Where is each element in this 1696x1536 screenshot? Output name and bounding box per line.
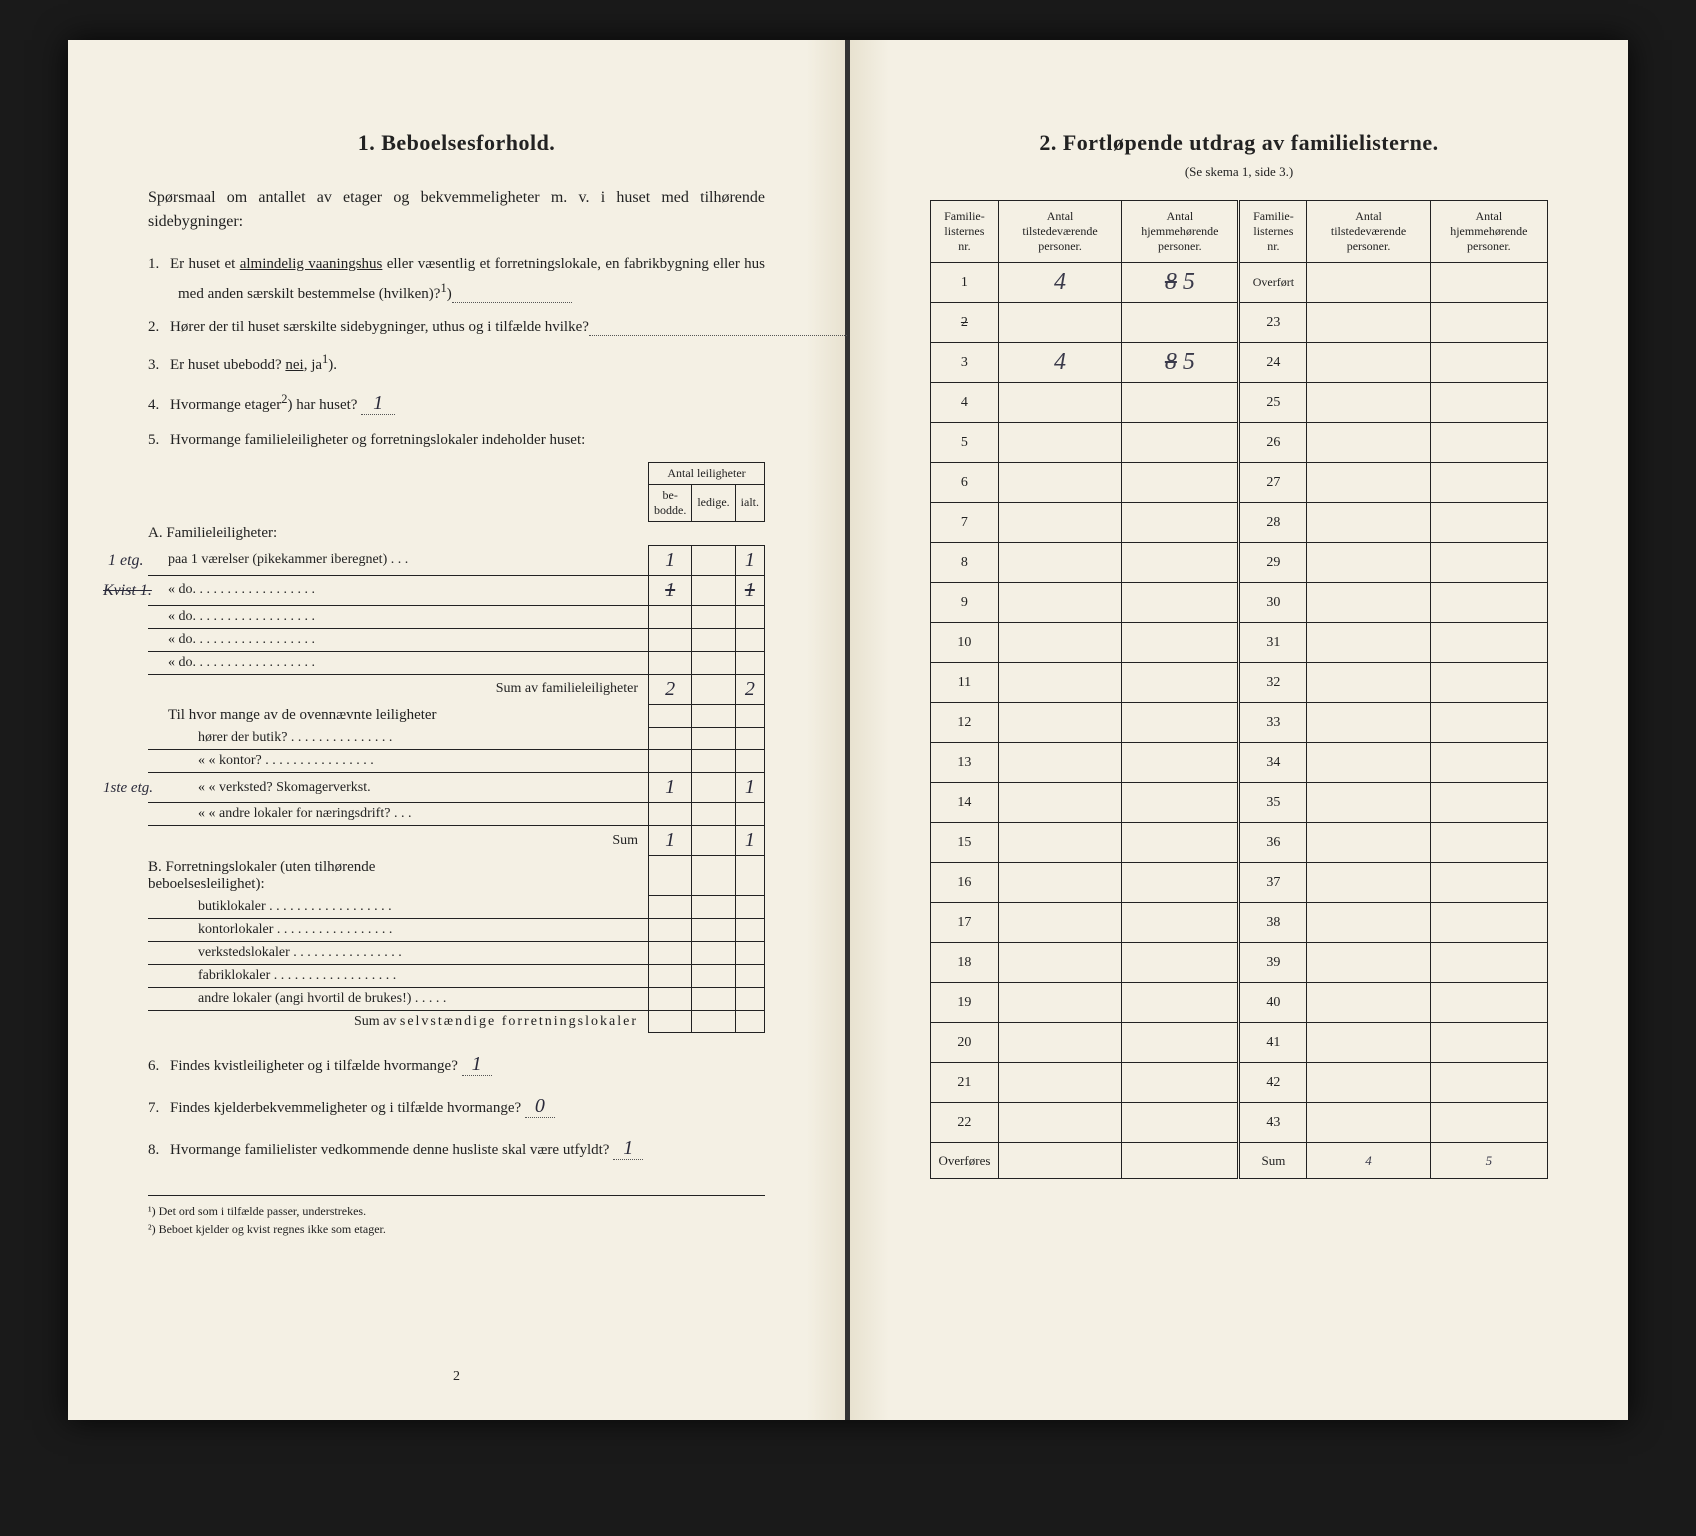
- table-row: 2243: [931, 1103, 1548, 1143]
- col-h4: Familie- listernes nr.: [1239, 201, 1307, 263]
- table-row: 1738: [931, 903, 1548, 943]
- col-h3: Antal hjemmehørende personer.: [1122, 201, 1239, 263]
- left-page: 1. Beboelsesforhold. Spørsmaal om antall…: [68, 40, 848, 1420]
- sum-b: Sum av selvstændige forretningslokaler: [148, 1010, 765, 1033]
- row-a1: 1 etg.paa 1 værelser (pikekammer iberegn…: [148, 545, 765, 575]
- row-e4: « « andre lokaler for næringsdrift? . . …: [148, 803, 765, 826]
- table-row: 627: [931, 463, 1548, 503]
- row-e3: 1ste etg.« « verksted? Skomagerverkst. 1…: [148, 773, 765, 803]
- row-a3: « do. . . . . . . . . . . . . . . . . .: [148, 605, 765, 628]
- sum-a: Sum av familieleiligheter 2 2: [148, 674, 765, 704]
- col-h1: Familie- listernes nr.: [931, 201, 999, 263]
- right-page: 2. Fortløpende utdrag av familielisterne…: [848, 40, 1628, 1420]
- table-row: 1132: [931, 663, 1548, 703]
- col-bebodde: be- bodde.: [649, 484, 692, 521]
- row-b5: andre lokaler (angi hvortil de brukes!) …: [148, 987, 765, 1010]
- question-2: 2.Hører der til huset særskilte sidebygn…: [148, 315, 765, 341]
- sum-home: 5: [1430, 1143, 1547, 1179]
- row-e2: « « kontor? . . . . . . . . . . . . . . …: [148, 750, 765, 773]
- row-b1: butiklokaler . . . . . . . . . . . . . .…: [148, 896, 765, 919]
- question-7: 7.Findes kjelderbekvemmeligheter og i ti…: [148, 1089, 765, 1123]
- footer-row: Overføres Sum 4 5: [931, 1143, 1548, 1179]
- row-a5: « do. . . . . . . . . . . . . . . . . .: [148, 651, 765, 674]
- sum-present: 4: [1307, 1143, 1430, 1179]
- dwelling-table: Antal leiligheter be- bodde. ledige. ial…: [148, 462, 765, 1034]
- section-1-heading: 1. Beboelsesforhold.: [148, 130, 765, 156]
- col-ialt: ialt.: [735, 484, 764, 521]
- table-row: 1233: [931, 703, 1548, 743]
- table-row: 2142: [931, 1063, 1548, 1103]
- q8-answer: 1: [613, 1137, 643, 1160]
- question-1: 1.Er huset et almindelig vaaningshus ell…: [148, 252, 765, 307]
- table-row: 1839: [931, 943, 1548, 983]
- col-ledige: ledige.: [692, 484, 735, 521]
- row-a2: Kvist 1.« do. . . . . . . . . . . . . . …: [148, 575, 765, 605]
- row-b4: fabriklokaler . . . . . . . . . . . . . …: [148, 964, 765, 987]
- sum-label: Sum: [1239, 1143, 1307, 1179]
- overfores-label: Overføres: [931, 1143, 999, 1179]
- question-6: 6.Findes kvistleiligheter og i tilfælde …: [148, 1047, 765, 1081]
- table-row: 728: [931, 503, 1548, 543]
- col-h2: Antal tilstedeværende personer.: [998, 201, 1121, 263]
- family-list-table: Familie- listernes nr. Antal tilstedevær…: [930, 200, 1548, 1179]
- col-header-group: Antal leiligheter: [649, 462, 765, 484]
- table-row: 223: [931, 303, 1548, 343]
- table-row: 1940: [931, 983, 1548, 1023]
- section-2-heading: 2. Fortløpende utdrag av familielisterne…: [930, 130, 1548, 156]
- question-8: 8.Hvormange familielister vedkommende de…: [148, 1131, 765, 1165]
- table-row: 1435: [931, 783, 1548, 823]
- page-number: 2: [453, 1369, 460, 1385]
- col-h5: Antal tilstedeværende personer.: [1307, 201, 1430, 263]
- table-row: 1637: [931, 863, 1548, 903]
- question-list: 1.Er huset et almindelig vaaningshus ell…: [148, 252, 765, 454]
- table-row: 348 524: [931, 343, 1548, 383]
- q4-answer: 1: [361, 392, 395, 415]
- table-row: 1536: [931, 823, 1548, 863]
- row-b2: kontorlokaler . . . . . . . . . . . . . …: [148, 918, 765, 941]
- question-5: 5.Hvormange familieleiligheter og forret…: [148, 428, 765, 454]
- section-a-head: A. Familieleiligheter:: [148, 521, 765, 545]
- table-row: 1031: [931, 623, 1548, 663]
- col-h6: Antal hjemmehørende personer.: [1430, 201, 1547, 263]
- table-row: 148 5Overført: [931, 263, 1548, 303]
- footnote-2: ²) Beboet kjelder og kvist regnes ikke s…: [148, 1222, 765, 1237]
- intro-text: Spørsmaal om antallet av etager og bekve…: [148, 186, 765, 234]
- open-book: 1. Beboelsesforhold. Spørsmaal om antall…: [68, 40, 1628, 1420]
- section-b-head: B. Forretningslokaler (uten tilhørende b…: [148, 856, 649, 896]
- table-row: 526: [931, 423, 1548, 463]
- row-e1: hører der butik? . . . . . . . . . . . .…: [148, 727, 765, 750]
- question-4: 4.Hvormange etager2) har huset? 1: [148, 386, 765, 420]
- row-a4: « do. . . . . . . . . . . . . . . . . .: [148, 628, 765, 651]
- table-row: 930: [931, 583, 1548, 623]
- sum-e: Sum 1 1: [148, 826, 765, 856]
- table-row: 2041: [931, 1023, 1548, 1063]
- row-b3: verkstedslokaler . . . . . . . . . . . .…: [148, 941, 765, 964]
- footnotes: ¹) Det ord som i tilfælde passer, unders…: [148, 1195, 765, 1237]
- table-row: 829: [931, 543, 1548, 583]
- footnote-1: ¹) Det ord som i tilfælde passer, unders…: [148, 1204, 765, 1219]
- questions-678: 6.Findes kvistleiligheter og i tilfælde …: [148, 1047, 765, 1165]
- table-row: 425: [931, 383, 1548, 423]
- section-2-subheading: (Se skema 1, side 3.): [930, 164, 1548, 180]
- table-row: 1334: [931, 743, 1548, 783]
- question-3: 3.Er huset ubebodd? nei, ja1).: [148, 349, 765, 379]
- q6-answer: 1: [462, 1053, 492, 1076]
- q7-answer: 0: [525, 1095, 555, 1118]
